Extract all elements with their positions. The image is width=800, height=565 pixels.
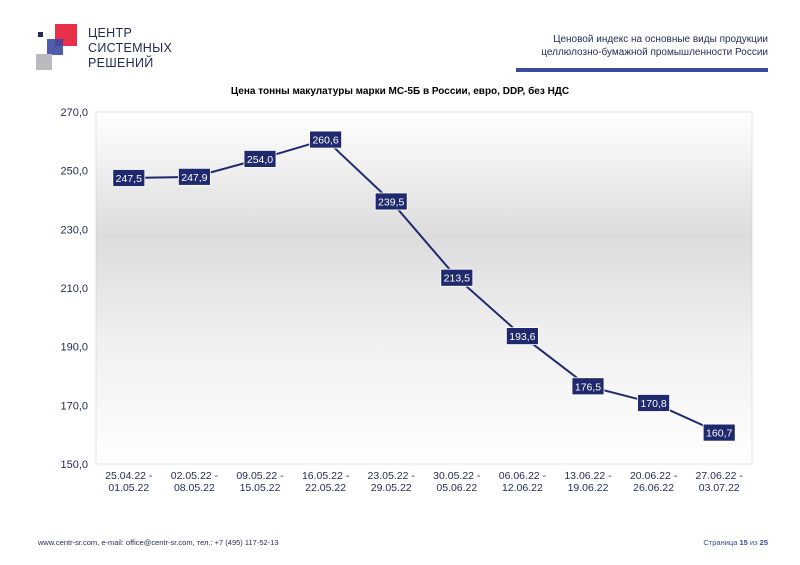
series-line <box>128 138 720 434</box>
data-point-marker <box>309 130 343 149</box>
logo-line-1: ЦЕНТР <box>88 26 133 40</box>
data-label: 160,7 <box>706 428 732 440</box>
footer-pagination: Страница 15 из 25 <box>703 538 768 547</box>
page-total: 25 <box>759 538 768 547</box>
data-point-marker <box>571 377 605 396</box>
header-underline <box>516 68 768 72</box>
y-tick-label: 150,0 <box>60 459 88 471</box>
data-label: 260,6 <box>312 135 338 147</box>
y-tick-label: 230,0 <box>60 224 88 236</box>
x-tick-label: 05.06.22 <box>436 482 477 494</box>
logo-text: ЦЕНТР СИСТЕМНЫХ РЕШЕНИЙ <box>88 26 172 71</box>
data-label: 247,5 <box>116 173 142 185</box>
x-tick-label: 12.06.22 <box>502 482 543 494</box>
logo-line-3: РЕШЕНИЙ <box>88 56 154 70</box>
data-label: 176,5 <box>575 381 601 393</box>
data-point-marker <box>374 192 408 211</box>
x-tick-label: 29.05.22 <box>371 482 412 494</box>
x-tick-label: 27.06.22 - <box>696 470 744 482</box>
x-tick-label: 13.06.22 - <box>564 470 612 482</box>
x-tick-label: 26.06.22 <box>633 482 674 494</box>
x-tick-label: 22.05.22 <box>305 482 346 494</box>
x-tick-label: 16.05.22 - <box>302 470 350 482</box>
y-tick-label: 210,0 <box>60 283 88 295</box>
data-label: 193,6 <box>509 331 535 343</box>
logo-line-2: СИСТЕМНЫХ <box>88 41 173 55</box>
x-tick-label: 08.05.22 <box>174 482 215 494</box>
data-point-marker <box>505 327 539 346</box>
x-tick-label: 02.05.22 - <box>171 470 219 482</box>
data-point-marker <box>702 423 736 442</box>
data-label: 239,5 <box>378 196 404 208</box>
y-tick-label: 270,0 <box>60 107 88 119</box>
data-point-marker <box>440 268 474 287</box>
x-tick-label: 19.06.22 <box>568 482 609 494</box>
header-title-line-1: Ценовой индекс на основные виды продукци… <box>553 34 768 45</box>
logo-mark-icon <box>36 24 77 70</box>
data-label: 170,8 <box>640 398 666 410</box>
data-point-marker <box>112 169 146 187</box>
x-tick-label: 30.05.22 - <box>433 470 481 482</box>
x-tick-label: 09.05.22 - <box>236 470 284 482</box>
x-tick-label: 06.06.22 - <box>499 470 547 482</box>
page-current: 15 <box>739 538 748 547</box>
data-label: 247,9 <box>181 172 207 184</box>
header-title: Ценовой индекс на основные виды продукци… <box>468 33 768 59</box>
x-tick-label: 20.06.22 - <box>630 470 678 482</box>
company-logo: ЦЕНТР СИСТЕМНЫХ РЕШЕНИЙ <box>36 22 186 78</box>
footer-contacts: www.centr-sr.com, e-mail: office@centr-s… <box>38 538 279 547</box>
x-tick-label: 23.05.22 - <box>368 470 416 482</box>
chart-title: Цена тонны макулатуры марки МС-5Б в Росс… <box>230 86 570 97</box>
x-tick-label: 15.05.22 <box>240 482 281 494</box>
page-prefix: Страница <box>703 538 738 547</box>
data-point-marker <box>637 394 670 412</box>
header-title-line-2: целлюлозно-бумажной промышленности Росси… <box>541 47 768 58</box>
x-tick-label: 01.05.22 <box>108 482 149 494</box>
y-tick-label: 190,0 <box>60 342 88 354</box>
page-separator: из <box>749 538 758 547</box>
data-label: 254,0 <box>247 154 273 166</box>
x-tick-label: 03.07.22 <box>699 482 740 494</box>
data-point-marker <box>177 167 211 186</box>
y-tick-label: 170,0 <box>60 400 88 412</box>
data-point-marker <box>243 150 277 168</box>
data-label: 213,5 <box>444 273 470 285</box>
y-tick-label: 250,0 <box>60 166 88 178</box>
x-tick-label: 25.04.22 - <box>105 470 153 482</box>
